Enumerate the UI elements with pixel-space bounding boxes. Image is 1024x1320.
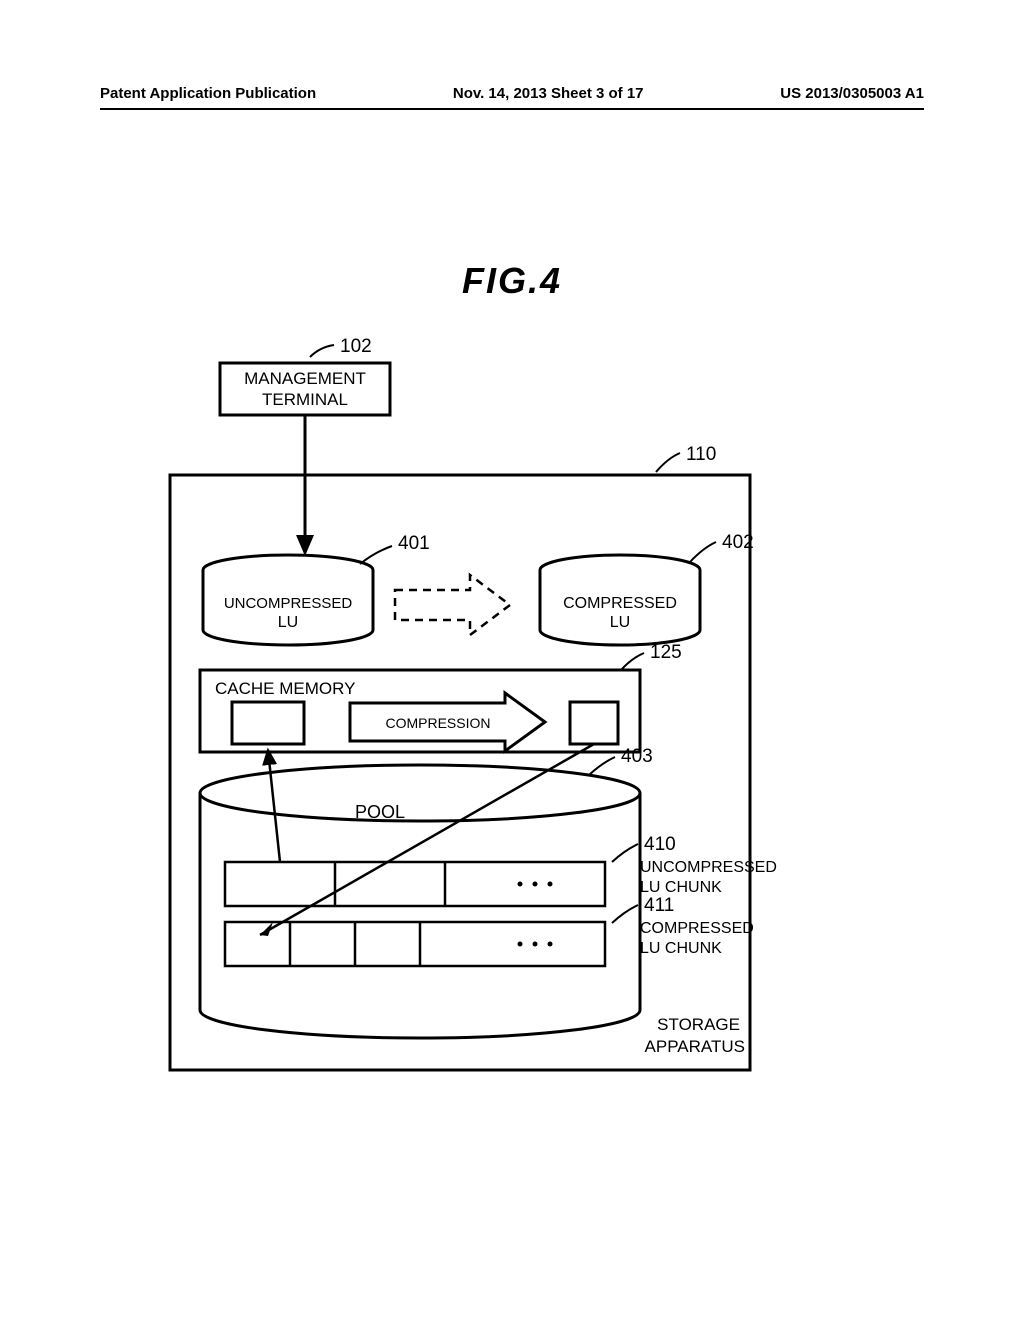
ref-410-text: 410 (644, 834, 676, 855)
svg-text:LU: LU (278, 614, 298, 631)
svg-text:STORAGE: STORAGE (657, 1015, 740, 1034)
svg-text:UNCOMPRESSED: UNCOMPRESSED (224, 595, 353, 612)
compression-label: COMPRESSION (385, 715, 490, 731)
ref-403-text: 403 (621, 746, 653, 767)
compressed-chunk-row (225, 922, 605, 966)
dashed-arrow (395, 575, 510, 635)
svg-text:LU CHUNK: LU CHUNK (640, 879, 722, 896)
svg-text:TERMINAL: TERMINAL (262, 390, 348, 409)
uncompressed-lu-cylinder: UNCOMPRESSED LU (203, 555, 373, 645)
ref-401-text: 401 (398, 533, 430, 554)
ref-110: 110 (656, 444, 716, 472)
cache-memory-label: CACHE MEMORY (215, 679, 355, 698)
ref-402-text: 402 (722, 532, 754, 553)
svg-text:COMPRESSED: COMPRESSED (563, 595, 677, 612)
ref-125-text: 125 (650, 642, 682, 663)
diagram: MANAGEMENT TERMINAL 102 110 UNCOMPRESSED… (0, 0, 1024, 1320)
storage-apparatus-label: STORAGE APPARATUS (645, 1015, 745, 1056)
ref-102: 102 (310, 336, 372, 357)
ref-110-text: 110 (686, 444, 716, 465)
ref-411-text: 411 (644, 895, 674, 916)
svg-text:MANAGEMENT: MANAGEMENT (244, 369, 366, 388)
svg-text:LU CHUNK: LU CHUNK (640, 940, 722, 957)
cache-memory: CACHE MEMORY COMPRESSION (200, 670, 640, 752)
compressed-lu-cylinder: COMPRESSED LU (540, 555, 700, 645)
svg-text:UNCOMPRESSED: UNCOMPRESSED (640, 859, 777, 876)
pool-label: POOL (355, 802, 405, 822)
svg-text:COMPRESSED: COMPRESSED (640, 920, 754, 937)
uncompressed-chunk-row (225, 862, 605, 906)
svg-text:APPARATUS: APPARATUS (645, 1037, 745, 1056)
ref-402: 402 (690, 532, 754, 562)
management-terminal: MANAGEMENT TERMINAL (220, 363, 390, 415)
ref-401: 401 (360, 533, 430, 564)
ref-102-text: 102 (340, 336, 372, 357)
svg-text:LU: LU (610, 614, 630, 631)
